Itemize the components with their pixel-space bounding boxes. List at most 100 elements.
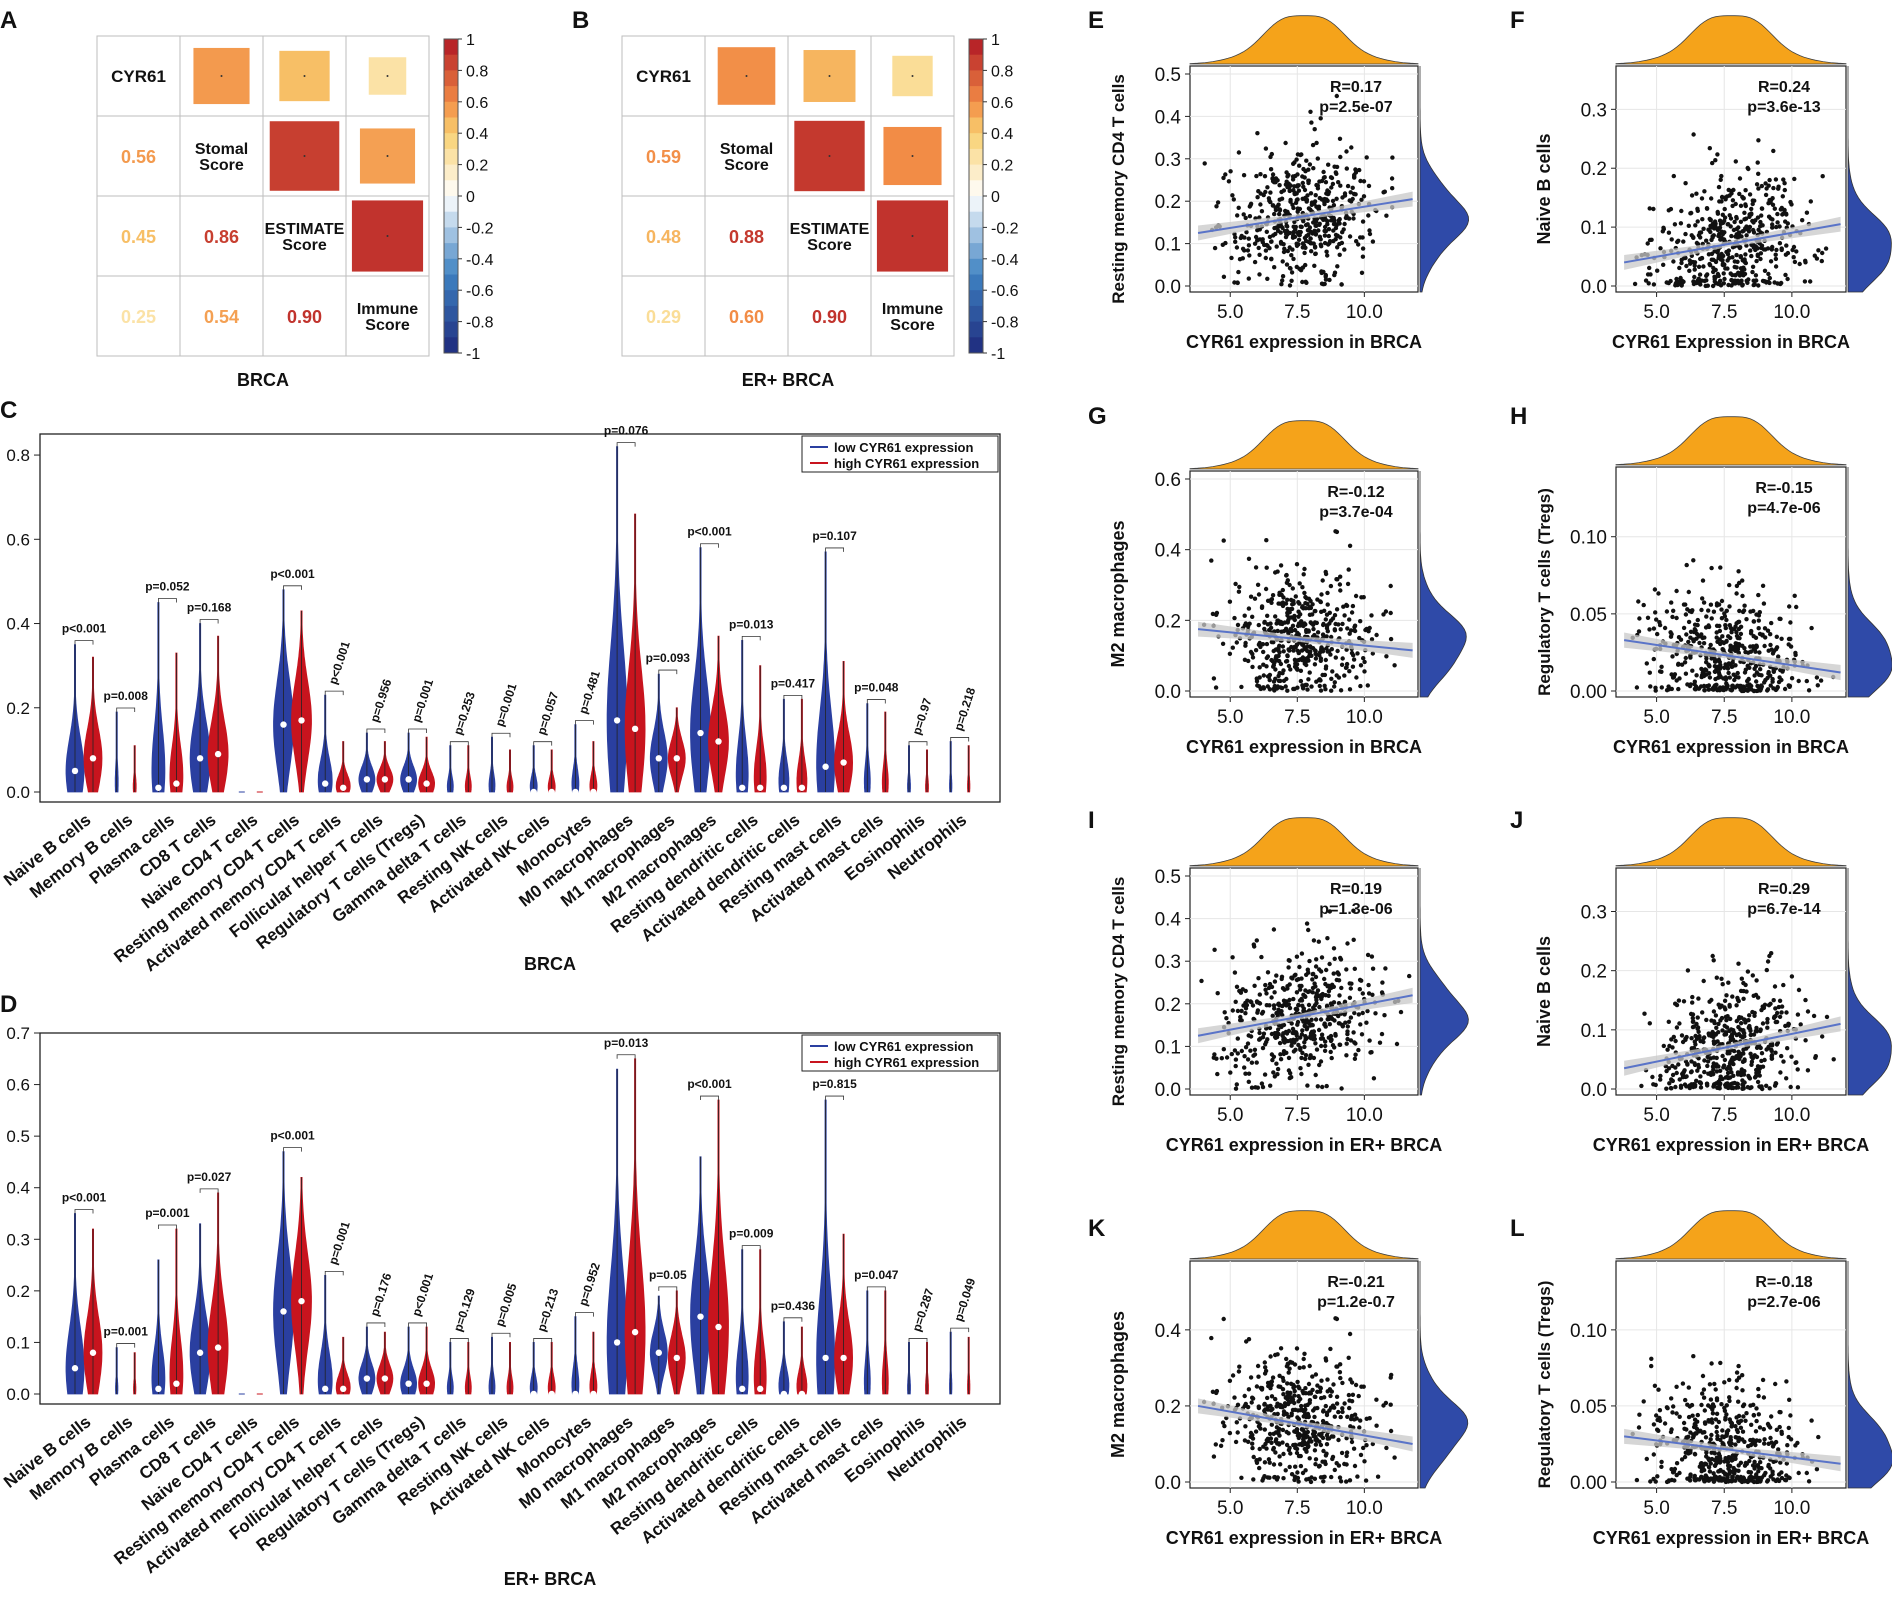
scatter-point	[1323, 272, 1329, 278]
scatter-point	[1786, 642, 1791, 647]
violin-median-dot	[530, 788, 537, 796]
scatter-point	[1347, 1478, 1353, 1483]
scatter-point	[1742, 1479, 1747, 1484]
scatter-point	[1322, 1021, 1327, 1026]
x-tick-label: 5.0	[1217, 1105, 1243, 1126]
scatter-point	[1740, 1388, 1745, 1393]
scatter-point	[1250, 655, 1256, 660]
scatter-point	[1275, 1072, 1280, 1077]
scatter-point	[1731, 281, 1737, 286]
scatter-point	[1301, 1365, 1306, 1370]
scatter-point	[1338, 688, 1344, 693]
pvalue-label: p=0.417	[771, 676, 816, 690]
x-axis-label: CYR61 expression in ER+ BRCA	[1166, 1135, 1443, 1155]
scatter-point	[1659, 685, 1665, 690]
scatter-point	[1734, 1018, 1740, 1024]
scatter-point	[1781, 177, 1786, 182]
scatter-point	[1327, 1408, 1332, 1413]
scatter-point	[1266, 674, 1272, 679]
scatter-point	[1651, 282, 1657, 287]
scatter-point	[1700, 1464, 1706, 1469]
scatter-point	[1310, 602, 1315, 607]
scatter-point	[1766, 648, 1771, 653]
scatter-point	[1294, 243, 1300, 248]
scatter-point	[1340, 195, 1345, 200]
y-tick-label: 0.5	[6, 1127, 30, 1146]
scatter-point	[1774, 247, 1779, 253]
scatter-point	[1722, 1405, 1727, 1411]
scatter-point	[1737, 684, 1742, 690]
scatter-point	[1717, 1083, 1722, 1088]
scatter-point	[1299, 976, 1304, 981]
scatter-point	[1285, 653, 1290, 658]
scatter-point	[1304, 1477, 1309, 1482]
scatter-point	[1279, 976, 1284, 982]
scatter-point	[1336, 622, 1341, 627]
scatter-point	[1704, 1450, 1709, 1455]
colorbar-segment	[969, 70, 983, 87]
scatter-point	[1784, 1076, 1789, 1081]
scatter-point	[1730, 272, 1735, 278]
scatter-point	[1704, 206, 1710, 211]
scatter-point	[1289, 628, 1294, 634]
scatter-point	[1723, 1032, 1729, 1037]
scatter-point	[1285, 597, 1290, 602]
scatter-point	[1688, 635, 1693, 640]
scatter-point	[1269, 1422, 1275, 1427]
scatter-point	[1331, 215, 1336, 221]
scatter-point	[1241, 173, 1247, 178]
scatter-point	[1239, 1048, 1245, 1054]
scatter-point	[1345, 1024, 1351, 1029]
scatter-point	[1344, 1450, 1350, 1455]
scatter-point	[1315, 1084, 1321, 1089]
scatter-point	[1342, 221, 1347, 227]
scatter-point	[1340, 621, 1345, 627]
scatter-point	[1819, 258, 1825, 264]
scatter-point	[1362, 659, 1367, 665]
scatter-point	[1791, 255, 1796, 260]
scatter-point	[1741, 1047, 1746, 1052]
scatter-point	[1694, 1078, 1699, 1084]
scatter-point	[1239, 1018, 1244, 1023]
scatter-point	[1214, 1390, 1219, 1396]
y-tick-label: 0.2	[6, 699, 30, 718]
scatter-point	[1314, 140, 1319, 146]
x-tick-label: 10.0	[1346, 302, 1383, 323]
scatter-point	[1307, 958, 1312, 964]
scatter-point	[1337, 993, 1342, 998]
y-tick-label: 0.3	[1155, 952, 1181, 973]
scatter-point	[1310, 990, 1315, 995]
scatter-point	[1267, 677, 1272, 683]
corr-dot	[828, 75, 831, 77]
scatter-point	[1692, 686, 1698, 692]
corr-cell	[870, 275, 955, 357]
scatter-point	[1657, 1418, 1663, 1424]
scatter-point	[1759, 183, 1765, 189]
colorbar-segment	[444, 196, 458, 213]
scatter-point	[1321, 169, 1326, 175]
colorbar-tick-label: 1	[991, 32, 1000, 49]
scatter-point	[1689, 1036, 1694, 1041]
scatter-point	[1713, 1387, 1718, 1392]
scatter-point	[1337, 1475, 1343, 1480]
scatter-point	[1743, 216, 1749, 221]
scatter-point	[1769, 1056, 1775, 1061]
scatter-point	[1684, 1427, 1689, 1432]
scatter-point	[1732, 677, 1737, 683]
scatter-point	[1653, 685, 1658, 690]
scatter-point	[1327, 277, 1332, 283]
scatter-point	[1303, 1053, 1309, 1058]
scatter-point	[1715, 152, 1720, 157]
scatter-point	[1763, 1470, 1768, 1476]
scatter-point	[1727, 582, 1732, 588]
scatter-point	[1748, 1437, 1753, 1443]
scatter-point	[1314, 1047, 1320, 1052]
scatter-point	[1709, 616, 1714, 621]
scatter-point	[1306, 677, 1311, 682]
scatter-point	[1339, 1450, 1345, 1456]
scatter-point	[1220, 1420, 1226, 1425]
scatter-point	[1720, 195, 1725, 200]
scatter-point	[1769, 620, 1774, 626]
scatter-point	[1725, 222, 1730, 227]
scatter-point	[1326, 227, 1332, 232]
